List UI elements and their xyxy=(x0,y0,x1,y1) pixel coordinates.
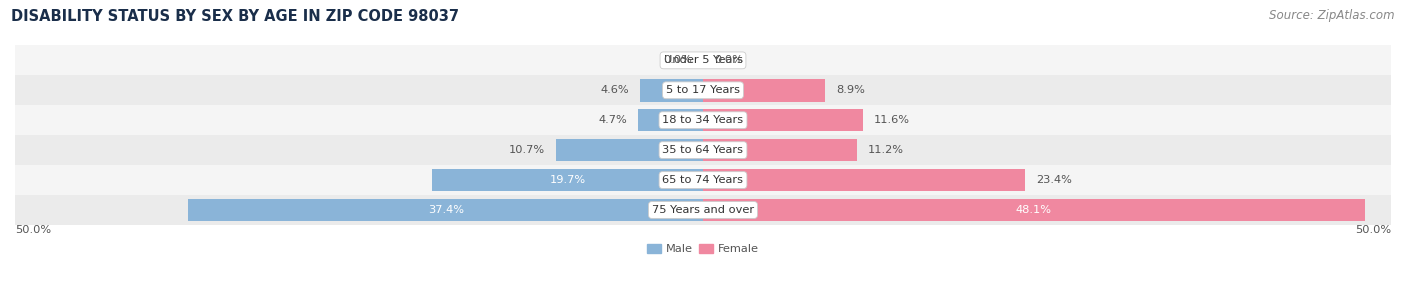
Text: 5 to 17 Years: 5 to 17 Years xyxy=(666,85,740,95)
Text: 65 to 74 Years: 65 to 74 Years xyxy=(662,175,744,185)
Legend: Male, Female: Male, Female xyxy=(643,239,763,259)
Text: 4.7%: 4.7% xyxy=(599,115,627,125)
Bar xyxy=(15,195,1391,225)
Bar xyxy=(15,75,1391,105)
Bar xyxy=(638,109,703,131)
Text: 8.9%: 8.9% xyxy=(837,85,865,95)
Bar xyxy=(555,139,703,161)
Text: 37.4%: 37.4% xyxy=(427,205,464,215)
Text: 75 Years and over: 75 Years and over xyxy=(652,205,754,215)
Text: 18 to 34 Years: 18 to 34 Years xyxy=(662,115,744,125)
Text: 11.6%: 11.6% xyxy=(873,115,910,125)
Bar xyxy=(640,79,703,102)
Text: 23.4%: 23.4% xyxy=(1036,175,1071,185)
Bar xyxy=(703,79,825,102)
Text: DISABILITY STATUS BY SEX BY AGE IN ZIP CODE 98037: DISABILITY STATUS BY SEX BY AGE IN ZIP C… xyxy=(11,9,460,24)
Bar xyxy=(15,165,1391,195)
Bar xyxy=(15,105,1391,135)
Bar xyxy=(703,109,863,131)
Text: 11.2%: 11.2% xyxy=(868,145,904,155)
Text: 50.0%: 50.0% xyxy=(15,225,51,235)
Text: 19.7%: 19.7% xyxy=(550,175,585,185)
Text: 10.7%: 10.7% xyxy=(509,145,544,155)
Bar xyxy=(703,139,858,161)
Text: 4.6%: 4.6% xyxy=(600,85,628,95)
Bar xyxy=(15,45,1391,75)
Bar xyxy=(188,199,703,221)
Bar xyxy=(432,169,703,191)
Text: 0.0%: 0.0% xyxy=(664,55,692,65)
Text: 48.1%: 48.1% xyxy=(1017,205,1052,215)
Text: 50.0%: 50.0% xyxy=(1355,225,1391,235)
Text: Source: ZipAtlas.com: Source: ZipAtlas.com xyxy=(1270,9,1395,22)
Bar xyxy=(15,135,1391,165)
Text: 35 to 64 Years: 35 to 64 Years xyxy=(662,145,744,155)
Bar xyxy=(703,169,1025,191)
Bar xyxy=(703,199,1365,221)
Text: Under 5 Years: Under 5 Years xyxy=(664,55,742,65)
Text: 0.0%: 0.0% xyxy=(714,55,742,65)
